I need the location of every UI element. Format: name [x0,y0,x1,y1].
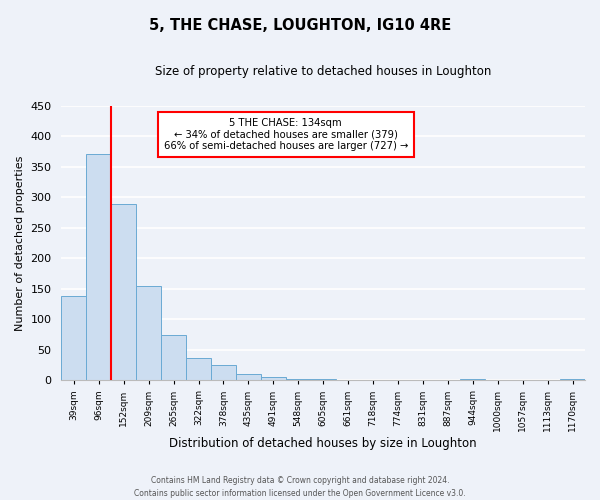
Title: Size of property relative to detached houses in Loughton: Size of property relative to detached ho… [155,65,491,78]
Text: 5 THE CHASE: 134sqm
← 34% of detached houses are smaller (379)
66% of semi-detac: 5 THE CHASE: 134sqm ← 34% of detached ho… [164,118,408,151]
Bar [460,379,485,380]
Bar [286,379,311,380]
Bar [311,379,335,380]
Bar [560,379,585,380]
Text: 5, THE CHASE, LOUGHTON, IG10 4RE: 5, THE CHASE, LOUGHTON, IG10 4RE [149,18,451,32]
Bar [186,358,211,380]
Bar [111,204,136,380]
Text: Contains HM Land Registry data © Crown copyright and database right 2024.
Contai: Contains HM Land Registry data © Crown c… [134,476,466,498]
Bar [86,154,111,380]
Bar [161,335,186,380]
X-axis label: Distribution of detached houses by size in Loughton: Distribution of detached houses by size … [169,437,477,450]
Bar [136,286,161,380]
Bar [61,296,86,380]
Bar [211,365,236,380]
Bar [236,374,261,380]
Y-axis label: Number of detached properties: Number of detached properties [15,155,25,330]
Bar [261,376,286,380]
